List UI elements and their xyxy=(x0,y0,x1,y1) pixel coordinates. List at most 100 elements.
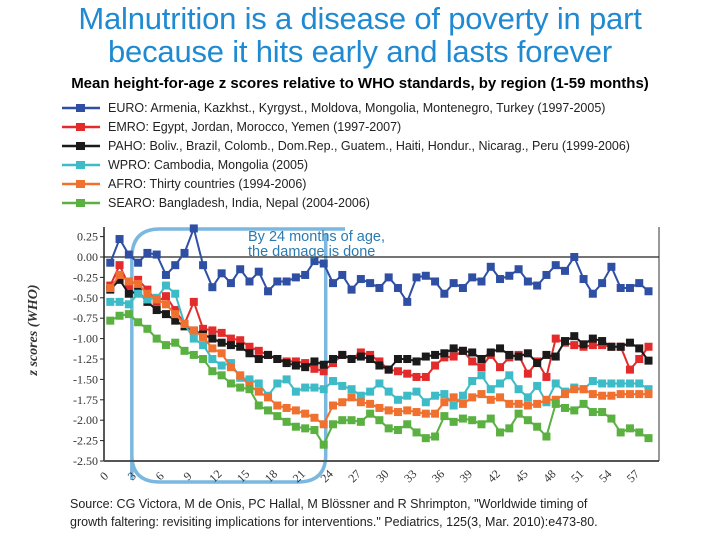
data-point xyxy=(143,285,152,294)
data-point xyxy=(505,271,514,280)
data-point xyxy=(635,279,644,288)
data-point xyxy=(310,257,319,266)
data-point xyxy=(161,281,170,290)
data-point xyxy=(282,359,291,368)
data-point xyxy=(486,414,495,423)
data-point xyxy=(161,310,170,319)
data-point xyxy=(421,434,430,443)
x-tick-label: 30 xyxy=(373,467,391,485)
x-tick-label: 54 xyxy=(596,467,614,485)
data-point xyxy=(291,357,300,366)
data-point xyxy=(496,344,505,353)
data-point xyxy=(542,350,551,359)
data-point xyxy=(561,337,569,346)
data-point xyxy=(625,284,634,293)
data-point xyxy=(644,356,653,365)
data-point xyxy=(449,344,458,353)
data-point xyxy=(468,393,477,402)
data-point xyxy=(217,349,226,358)
data-point xyxy=(393,367,402,376)
data-point xyxy=(421,398,430,407)
data-point xyxy=(226,279,235,288)
legend-label: WPRO: Cambodia, Mongolia (2005) xyxy=(108,158,309,172)
data-point xyxy=(217,371,226,380)
data-point xyxy=(124,250,133,259)
data-point xyxy=(449,401,458,410)
data-point xyxy=(180,248,189,257)
data-point xyxy=(523,277,532,286)
data-point xyxy=(273,412,282,421)
data-point xyxy=(616,342,625,351)
data-point xyxy=(338,381,347,390)
data-point xyxy=(189,326,198,335)
data-point xyxy=(607,379,616,388)
data-point xyxy=(505,399,514,408)
data-point xyxy=(440,398,449,407)
data-point xyxy=(152,250,161,259)
data-point xyxy=(496,363,505,372)
data-point xyxy=(477,390,486,399)
data-point xyxy=(291,387,300,396)
data-point xyxy=(421,372,430,381)
data-point xyxy=(644,287,653,296)
x-tick-label: 0 xyxy=(97,469,111,483)
data-point xyxy=(625,424,634,433)
callout-annotation: By 24 months of age, the damage is done xyxy=(248,230,385,260)
data-point xyxy=(356,398,365,407)
data-point xyxy=(375,379,384,388)
data-point xyxy=(347,285,356,294)
data-point xyxy=(496,379,505,388)
data-point xyxy=(282,277,291,286)
data-point xyxy=(635,344,644,353)
slide-title: Malnutrition is a disease of poverty in … xyxy=(0,2,720,68)
legend-label: SEARO: Bangladesh, India, Nepal (2004-20… xyxy=(108,196,370,210)
data-point xyxy=(171,338,180,347)
data-point xyxy=(226,341,235,350)
data-point xyxy=(347,393,356,402)
data-point xyxy=(236,336,245,345)
data-point xyxy=(533,422,542,431)
data-point xyxy=(551,395,560,404)
data-point xyxy=(644,390,653,399)
data-point xyxy=(171,261,180,270)
data-point xyxy=(403,369,412,378)
source-citation: Source: CG Victora, M de Onis, PC Hallal… xyxy=(70,495,598,531)
data-point xyxy=(421,409,430,418)
data-point xyxy=(514,399,523,408)
data-point xyxy=(264,406,273,415)
data-point xyxy=(375,361,384,370)
data-point xyxy=(533,399,542,408)
x-tick-label: 51 xyxy=(568,467,586,485)
data-point xyxy=(533,281,542,290)
data-point xyxy=(384,273,393,282)
data-point xyxy=(458,391,467,400)
data-point xyxy=(301,383,310,392)
data-point xyxy=(254,379,263,388)
data-point xyxy=(161,270,170,279)
data-point xyxy=(542,432,551,441)
data-point xyxy=(523,401,532,410)
data-point xyxy=(217,361,226,370)
data-point xyxy=(421,352,430,361)
data-point xyxy=(226,359,235,368)
data-point xyxy=(199,324,208,333)
legend-label: EMRO: Egypt, Jordan, Morocco, Yemen (199… xyxy=(108,120,402,134)
data-point xyxy=(180,319,189,328)
data-point xyxy=(319,420,328,429)
data-point xyxy=(384,406,393,415)
data-point xyxy=(570,385,579,394)
data-point xyxy=(412,357,421,366)
data-point xyxy=(393,355,402,363)
title-line-2: because it hits early and lasts forever xyxy=(108,34,612,69)
legend-swatch-icon xyxy=(62,161,100,169)
data-point xyxy=(561,390,569,399)
data-point xyxy=(477,420,486,429)
x-tick-label: 57 xyxy=(624,467,642,485)
data-point xyxy=(588,289,597,298)
data-point xyxy=(189,224,198,233)
data-point xyxy=(356,391,365,400)
data-point xyxy=(338,350,347,359)
data-point xyxy=(217,338,226,347)
data-point xyxy=(588,377,597,386)
data-point xyxy=(477,363,486,372)
